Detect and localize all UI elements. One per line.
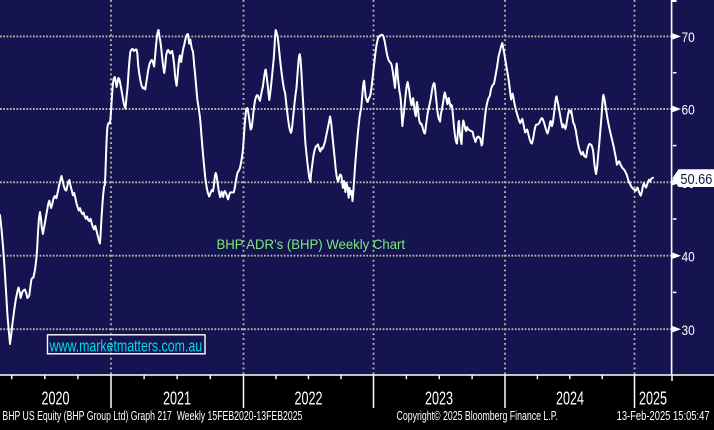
svg-text:2023: 2023 bbox=[425, 388, 453, 409]
svg-text:13-Feb-2025 15:05:47: 13-Feb-2025 15:05:47 bbox=[617, 408, 710, 423]
svg-text:BHP US Equity (BHP Group Ltd): BHP US Equity (BHP Group Ltd) Graph 217 … bbox=[2, 408, 302, 423]
svg-text:50.66: 50.66 bbox=[680, 172, 712, 188]
svg-text:2024: 2024 bbox=[556, 388, 584, 409]
svg-text:2021: 2021 bbox=[163, 388, 191, 409]
svg-text:www.marketmatters.com.au: www.marketmatters.com.au bbox=[49, 336, 202, 355]
svg-text:40: 40 bbox=[682, 248, 695, 264]
svg-text:2020: 2020 bbox=[42, 388, 70, 409]
svg-text:70: 70 bbox=[682, 29, 695, 45]
svg-text:30: 30 bbox=[682, 322, 695, 338]
svg-text:BHP ADR's (BHP) Weekly Chart: BHP ADR's (BHP) Weekly Chart bbox=[217, 236, 406, 252]
svg-text:60: 60 bbox=[682, 102, 695, 118]
svg-text:Copyright© 2025 Bloomberg Fina: Copyright© 2025 Bloomberg Finance L.P. bbox=[397, 408, 558, 423]
svg-text:2022: 2022 bbox=[295, 388, 323, 409]
svg-text:2025: 2025 bbox=[639, 388, 667, 409]
